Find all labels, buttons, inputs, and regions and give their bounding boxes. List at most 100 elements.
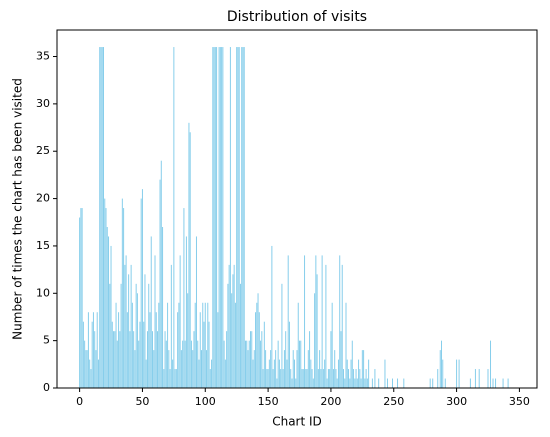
- bar: [374, 369, 376, 388]
- y-tick-label: 10: [36, 286, 50, 299]
- bar: [228, 264, 230, 388]
- bar: [172, 359, 174, 388]
- bar: [138, 340, 140, 388]
- bar: [349, 378, 351, 388]
- bar: [115, 302, 117, 388]
- bar: [114, 331, 116, 388]
- bar: [346, 359, 348, 388]
- bar: [314, 293, 316, 388]
- x-tick-label: 350: [509, 395, 530, 408]
- bar: [208, 321, 210, 388]
- bar: [151, 331, 153, 388]
- x-tick-label: 200: [320, 395, 341, 408]
- bar: [234, 302, 236, 388]
- bar: [153, 350, 155, 388]
- bar: [270, 350, 272, 388]
- bar: [265, 350, 267, 388]
- bar: [124, 264, 126, 388]
- bar: [335, 369, 337, 388]
- bar: [315, 255, 317, 388]
- bar: [487, 369, 489, 388]
- bar: [82, 321, 84, 388]
- bar: [216, 47, 218, 389]
- bar: [458, 359, 460, 388]
- bar: [189, 132, 191, 388]
- bar: [175, 369, 177, 388]
- bar: [442, 359, 444, 388]
- bar: [429, 378, 431, 388]
- bar: [169, 369, 171, 388]
- bar: [159, 179, 161, 388]
- bar: [384, 359, 386, 388]
- bar: [243, 47, 245, 389]
- bar: [96, 312, 98, 388]
- bar: [353, 369, 355, 388]
- bar: [340, 331, 342, 388]
- bar: [344, 378, 346, 388]
- bar: [437, 369, 439, 388]
- bar: [190, 340, 192, 388]
- bar: [297, 302, 299, 388]
- bar: [258, 312, 260, 388]
- bar: [502, 378, 504, 388]
- bar: [110, 245, 112, 388]
- bar: [278, 359, 280, 388]
- bar: [236, 47, 238, 389]
- bar: [180, 350, 182, 388]
- bar: [214, 47, 216, 389]
- bar: [231, 293, 233, 388]
- bar: [257, 293, 259, 388]
- bar: [118, 312, 120, 388]
- bar: [351, 340, 353, 388]
- bar: [275, 350, 277, 388]
- bar: [167, 302, 169, 388]
- bar: [108, 236, 110, 388]
- bar: [81, 208, 83, 388]
- bar: [120, 283, 122, 388]
- bar: [253, 350, 255, 388]
- bar: [101, 47, 103, 389]
- bar: [276, 378, 278, 388]
- bar: [507, 378, 509, 388]
- bar: [282, 369, 284, 388]
- bar: [456, 359, 458, 388]
- bar: [198, 359, 200, 388]
- bar: [251, 331, 253, 388]
- bar: [310, 359, 312, 388]
- bar: [280, 369, 282, 388]
- bar: [244, 340, 246, 388]
- bar: [316, 274, 318, 388]
- bar: [354, 378, 356, 388]
- bar: [157, 331, 159, 388]
- bar: [397, 378, 399, 388]
- bar: [287, 255, 289, 388]
- bar: [121, 198, 123, 388]
- bar: [155, 312, 157, 388]
- bar: [146, 331, 148, 388]
- bar: [273, 359, 275, 388]
- y-tick-label: 0: [43, 381, 50, 394]
- bar: [227, 283, 229, 388]
- bar: [359, 369, 361, 388]
- bar: [173, 47, 175, 389]
- bar: [320, 369, 322, 388]
- bar: [324, 359, 326, 388]
- bar: [150, 236, 152, 388]
- bar: [277, 340, 279, 388]
- bar: [302, 369, 304, 388]
- bar: [125, 255, 127, 388]
- bar: [317, 369, 319, 388]
- bar: [168, 350, 170, 388]
- bar: [326, 378, 328, 388]
- bar: [371, 378, 373, 388]
- bar: [364, 378, 366, 388]
- bar: [187, 293, 189, 388]
- y-tick-label: 5: [43, 334, 50, 347]
- bar: [268, 359, 270, 388]
- bar: [119, 331, 121, 388]
- bar: [99, 47, 101, 389]
- bar: [305, 369, 307, 388]
- bar: [109, 283, 111, 388]
- bar: [89, 359, 91, 388]
- bar: [469, 378, 471, 388]
